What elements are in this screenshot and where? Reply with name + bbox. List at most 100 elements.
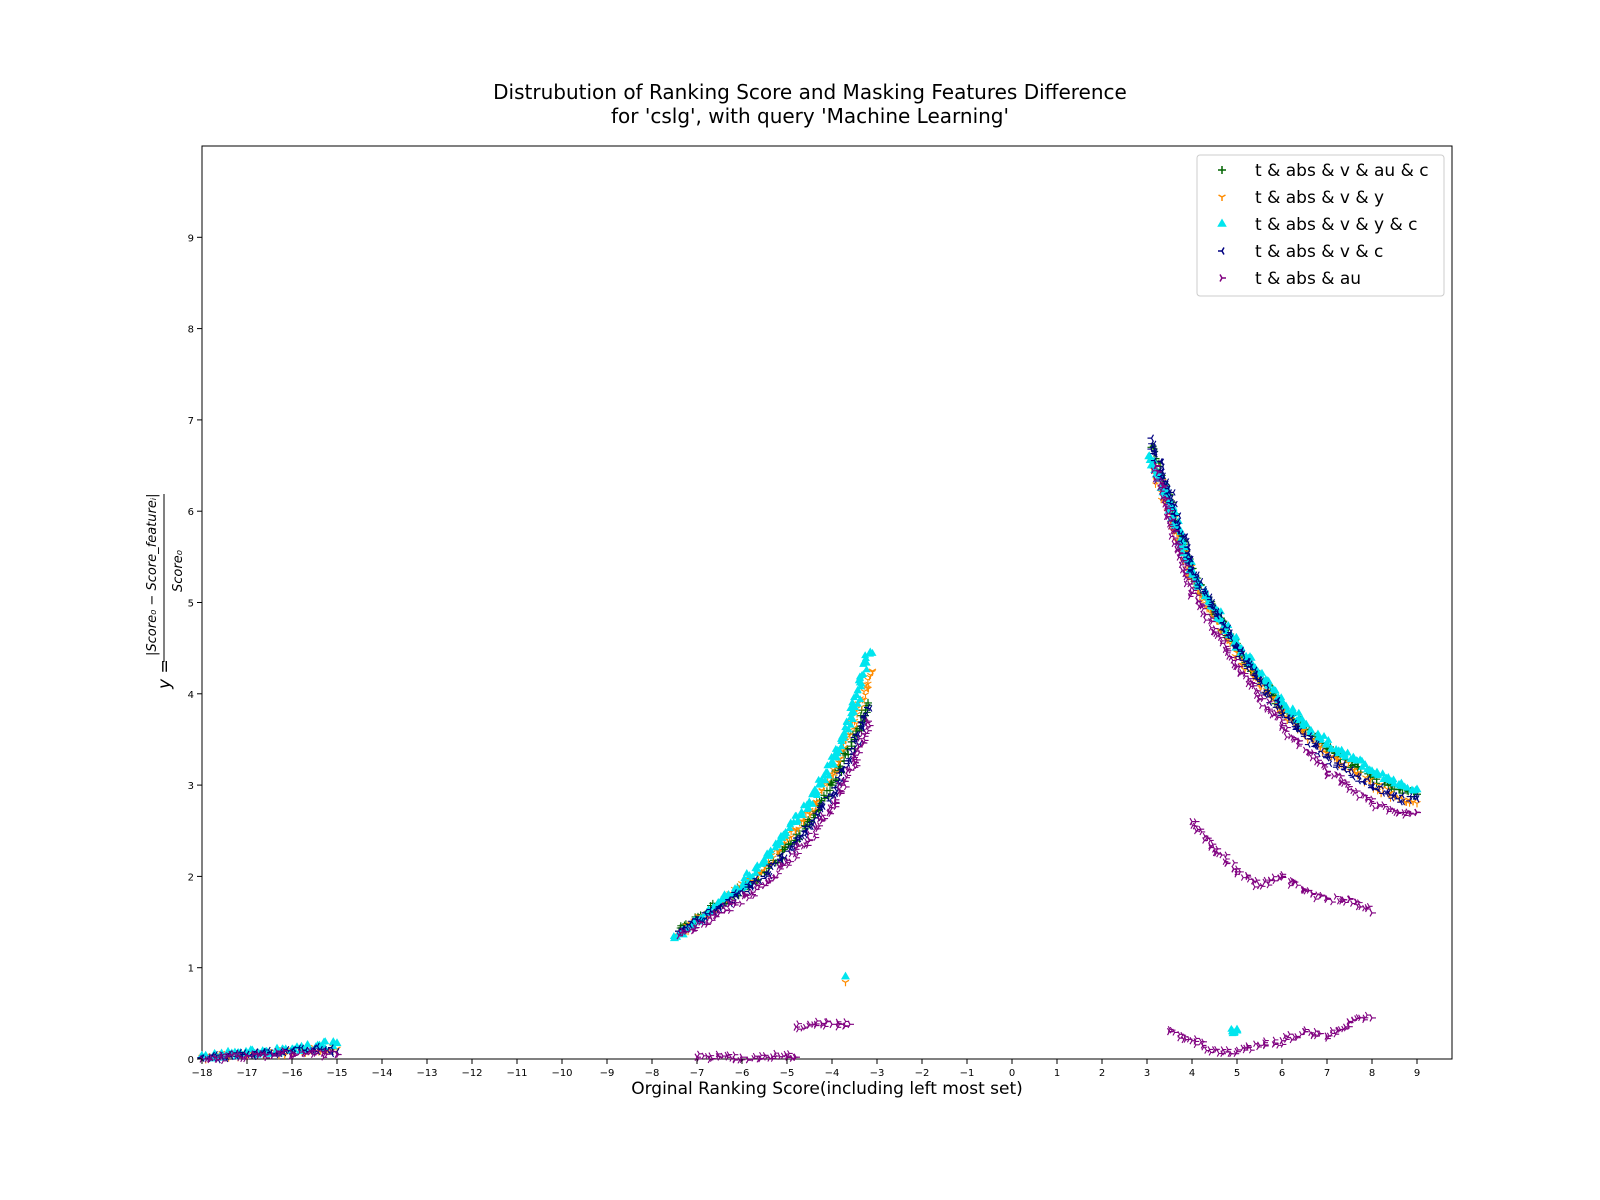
data-point [807, 837, 813, 844]
data-point [814, 780, 823, 788]
data-point [785, 856, 792, 864]
legend-label: t & abs & au [1255, 269, 1361, 289]
data-point [733, 899, 740, 907]
legend-box [1196, 154, 1445, 297]
y-tick-label: 4 [188, 690, 194, 701]
data-point [1220, 1050, 1226, 1058]
chart-title-line2: for 'cslg', with query 'Machine Learning… [611, 104, 1009, 128]
data-point [1245, 873, 1252, 881]
x-tick-label: 3 [1144, 1068, 1150, 1079]
data-point [1164, 495, 1171, 503]
data-point [1203, 616, 1210, 624]
data-point [1306, 732, 1313, 739]
data-point [776, 838, 785, 846]
data-point [787, 1050, 793, 1057]
data-point [812, 831, 819, 838]
series-2 [198, 458, 1421, 1064]
data-point [804, 803, 813, 811]
data-point [1146, 461, 1155, 469]
data-point [786, 861, 792, 869]
data-point [759, 1051, 765, 1059]
data-point [1376, 801, 1383, 809]
data-point [853, 699, 862, 707]
data-point [1326, 760, 1333, 768]
data-point [1263, 876, 1270, 884]
data-point [822, 768, 831, 775]
data-point [237, 1054, 244, 1062]
data-point [1321, 740, 1330, 748]
data-point [843, 783, 850, 791]
y-tick-label: 0 [188, 1055, 194, 1066]
data-point [314, 1042, 320, 1050]
data-point [1268, 877, 1274, 884]
y-axis-label: y = |Score₀ − Score_featureᵢ| Score₀ [145, 493, 186, 690]
data-point [1206, 593, 1213, 601]
data-point [829, 767, 837, 774]
x-tick-label: −16 [281, 1068, 302, 1079]
legend-marker [1218, 194, 1226, 201]
data-point [1214, 613, 1220, 620]
data-point [840, 749, 848, 757]
data-point [822, 815, 829, 822]
data-point [321, 1037, 330, 1045]
y-axis-ticks: 0 1 2 3 4 5 6 7 8 9 [188, 233, 202, 1066]
x-tick-label: 9 [1414, 1068, 1420, 1079]
data-point [1159, 487, 1165, 495]
data-point [1280, 1041, 1287, 1048]
data-point [751, 868, 760, 876]
data-point [1178, 561, 1185, 569]
x-axis-ticks: −18 −17 −16 −15 −14 −13 −12 −11 −10 −9 −8 −7 −6 −5 −4−… [191, 1059, 1420, 1079]
data-point [1341, 752, 1350, 760]
data-point [1319, 891, 1326, 899]
data-point [1150, 450, 1157, 457]
data-point [1376, 802, 1383, 810]
data-point [819, 771, 828, 779]
data-point [812, 799, 820, 806]
data-point [1333, 1030, 1340, 1038]
data-point [805, 842, 812, 849]
data-point [1193, 574, 1200, 581]
data-point [303, 1050, 309, 1058]
data-point [822, 1023, 829, 1030]
data-point [855, 678, 864, 686]
data-point [1321, 761, 1327, 769]
data-point [841, 778, 848, 785]
data-point [814, 822, 821, 830]
data-point [847, 1020, 854, 1029]
data-point [732, 1051, 739, 1059]
data-point [859, 670, 868, 678]
data-point [1174, 545, 1181, 553]
data-point [1248, 1046, 1255, 1054]
data-point [810, 785, 819, 793]
x-tick-label: −4 [825, 1068, 840, 1079]
data-point [1267, 693, 1273, 701]
data-point [1356, 899, 1363, 906]
x-tick-label: 0 [1009, 1068, 1015, 1079]
data-point [1333, 761, 1340, 769]
data-point [858, 719, 864, 727]
data-point [1406, 793, 1413, 800]
data-point [1219, 851, 1226, 859]
data-point [1414, 808, 1421, 817]
data-point [846, 720, 855, 728]
data-point [839, 788, 845, 796]
data-point [1239, 650, 1246, 658]
data-point [840, 971, 851, 980]
data-point [1163, 490, 1170, 498]
data-point [1329, 753, 1336, 761]
data-point [1373, 785, 1380, 792]
data-point [1166, 499, 1173, 507]
data-point [778, 851, 785, 859]
x-tick-label: −2 [915, 1068, 930, 1079]
data-point [686, 921, 693, 929]
data-point [1215, 845, 1222, 853]
data-point [777, 1053, 784, 1060]
x-tick-label: −5 [780, 1068, 795, 1079]
data-point [800, 1024, 807, 1032]
data-point [791, 827, 799, 833]
data-point [1272, 1036, 1279, 1044]
x-tick-label: −17 [236, 1068, 257, 1079]
data-point [1347, 783, 1353, 790]
data-point [1285, 724, 1291, 731]
data-point [1402, 812, 1409, 819]
